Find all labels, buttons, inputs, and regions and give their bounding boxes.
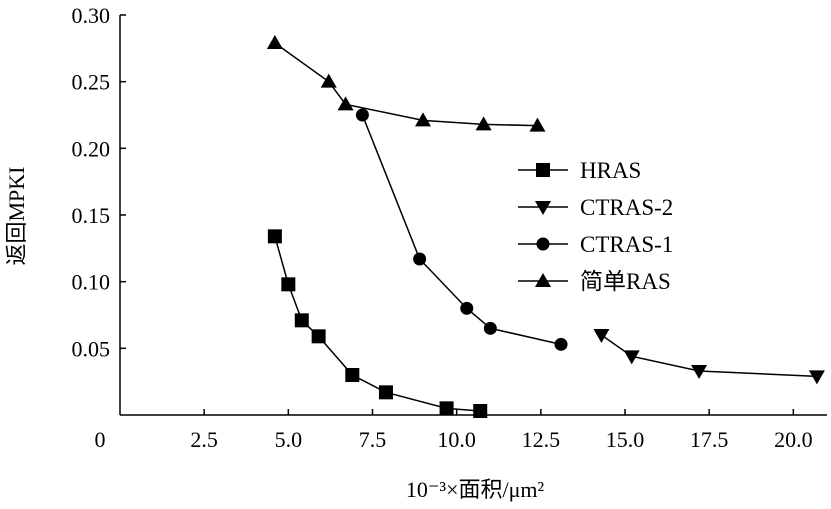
legend-marker (535, 201, 551, 215)
data-point (413, 252, 427, 266)
data-point (281, 277, 296, 292)
series-line (601, 334, 817, 378)
x-tick-label: 0 (95, 427, 106, 452)
data-point (473, 404, 488, 418)
x-axis-title: 10⁻³×面积/μm² (406, 477, 545, 502)
x-tick-label: 12.5 (522, 427, 561, 452)
data-point (475, 116, 492, 131)
x-tick-label: 17.5 (690, 427, 729, 452)
legend-item: 简单RAS (518, 269, 671, 294)
series-triangle-up (266, 35, 546, 132)
legend-label: CTRAS-1 (580, 232, 673, 257)
data-point (483, 321, 497, 335)
data-point (529, 117, 546, 132)
y-tick-label: 0.15 (72, 203, 111, 228)
legend-marker (536, 163, 550, 177)
x-tick-label: 20.0 (774, 427, 813, 452)
legend-marker (535, 273, 551, 287)
legend-marker (536, 237, 550, 251)
legend-item: CTRAS-2 (518, 195, 673, 220)
axes-layer: 0 2.5 5.0 7.5 10.0 12.5 15.0 17.5 20.0 0.05 0.10 0.… (72, 3, 827, 452)
series-square (267, 229, 488, 418)
data-point (439, 401, 454, 416)
x-tick-label: 7.5 (359, 427, 387, 452)
legend-label: 简单RAS (580, 269, 671, 294)
legend-item: CTRAS-1 (518, 232, 673, 257)
y-tick-label: 0.25 (72, 70, 111, 95)
y-tick-label: 0.30 (72, 3, 111, 28)
data-point (691, 365, 708, 379)
series-layer (266, 35, 825, 418)
x-tick-label: 2.5 (190, 427, 218, 452)
x-tick-label: 15.0 (606, 427, 645, 452)
series-triangle-down (593, 329, 825, 385)
data-point (337, 96, 354, 111)
series-circle (355, 108, 568, 351)
data-point (593, 329, 610, 343)
legend-label: CTRAS-2 (580, 195, 673, 220)
data-point (808, 370, 825, 385)
data-point (355, 108, 369, 122)
y-tick-label: 0.20 (72, 136, 111, 161)
legend-item: HRAS (518, 158, 641, 183)
x-tick-label: 5.0 (275, 427, 303, 452)
data-point (415, 112, 431, 127)
data-point (345, 368, 360, 382)
x-tick-label: 10.0 (437, 427, 476, 452)
y-tick-label: 0.05 (72, 336, 111, 361)
data-point (266, 35, 283, 49)
data-point (460, 301, 474, 315)
y-tick-label: 0.10 (72, 270, 111, 295)
legend-label: HRAS (580, 158, 641, 183)
data-point (320, 73, 337, 88)
series-line (274, 42, 538, 127)
data-point (267, 229, 282, 244)
data-point (623, 350, 640, 365)
data-point (554, 337, 568, 351)
data-point (311, 329, 326, 344)
data-point (294, 313, 309, 328)
legend: HRAS CTRAS-2 CTRAS-1 简单RAS (518, 158, 673, 294)
data-point (378, 385, 393, 400)
y-axis-title: 返回MPKI (4, 166, 29, 265)
